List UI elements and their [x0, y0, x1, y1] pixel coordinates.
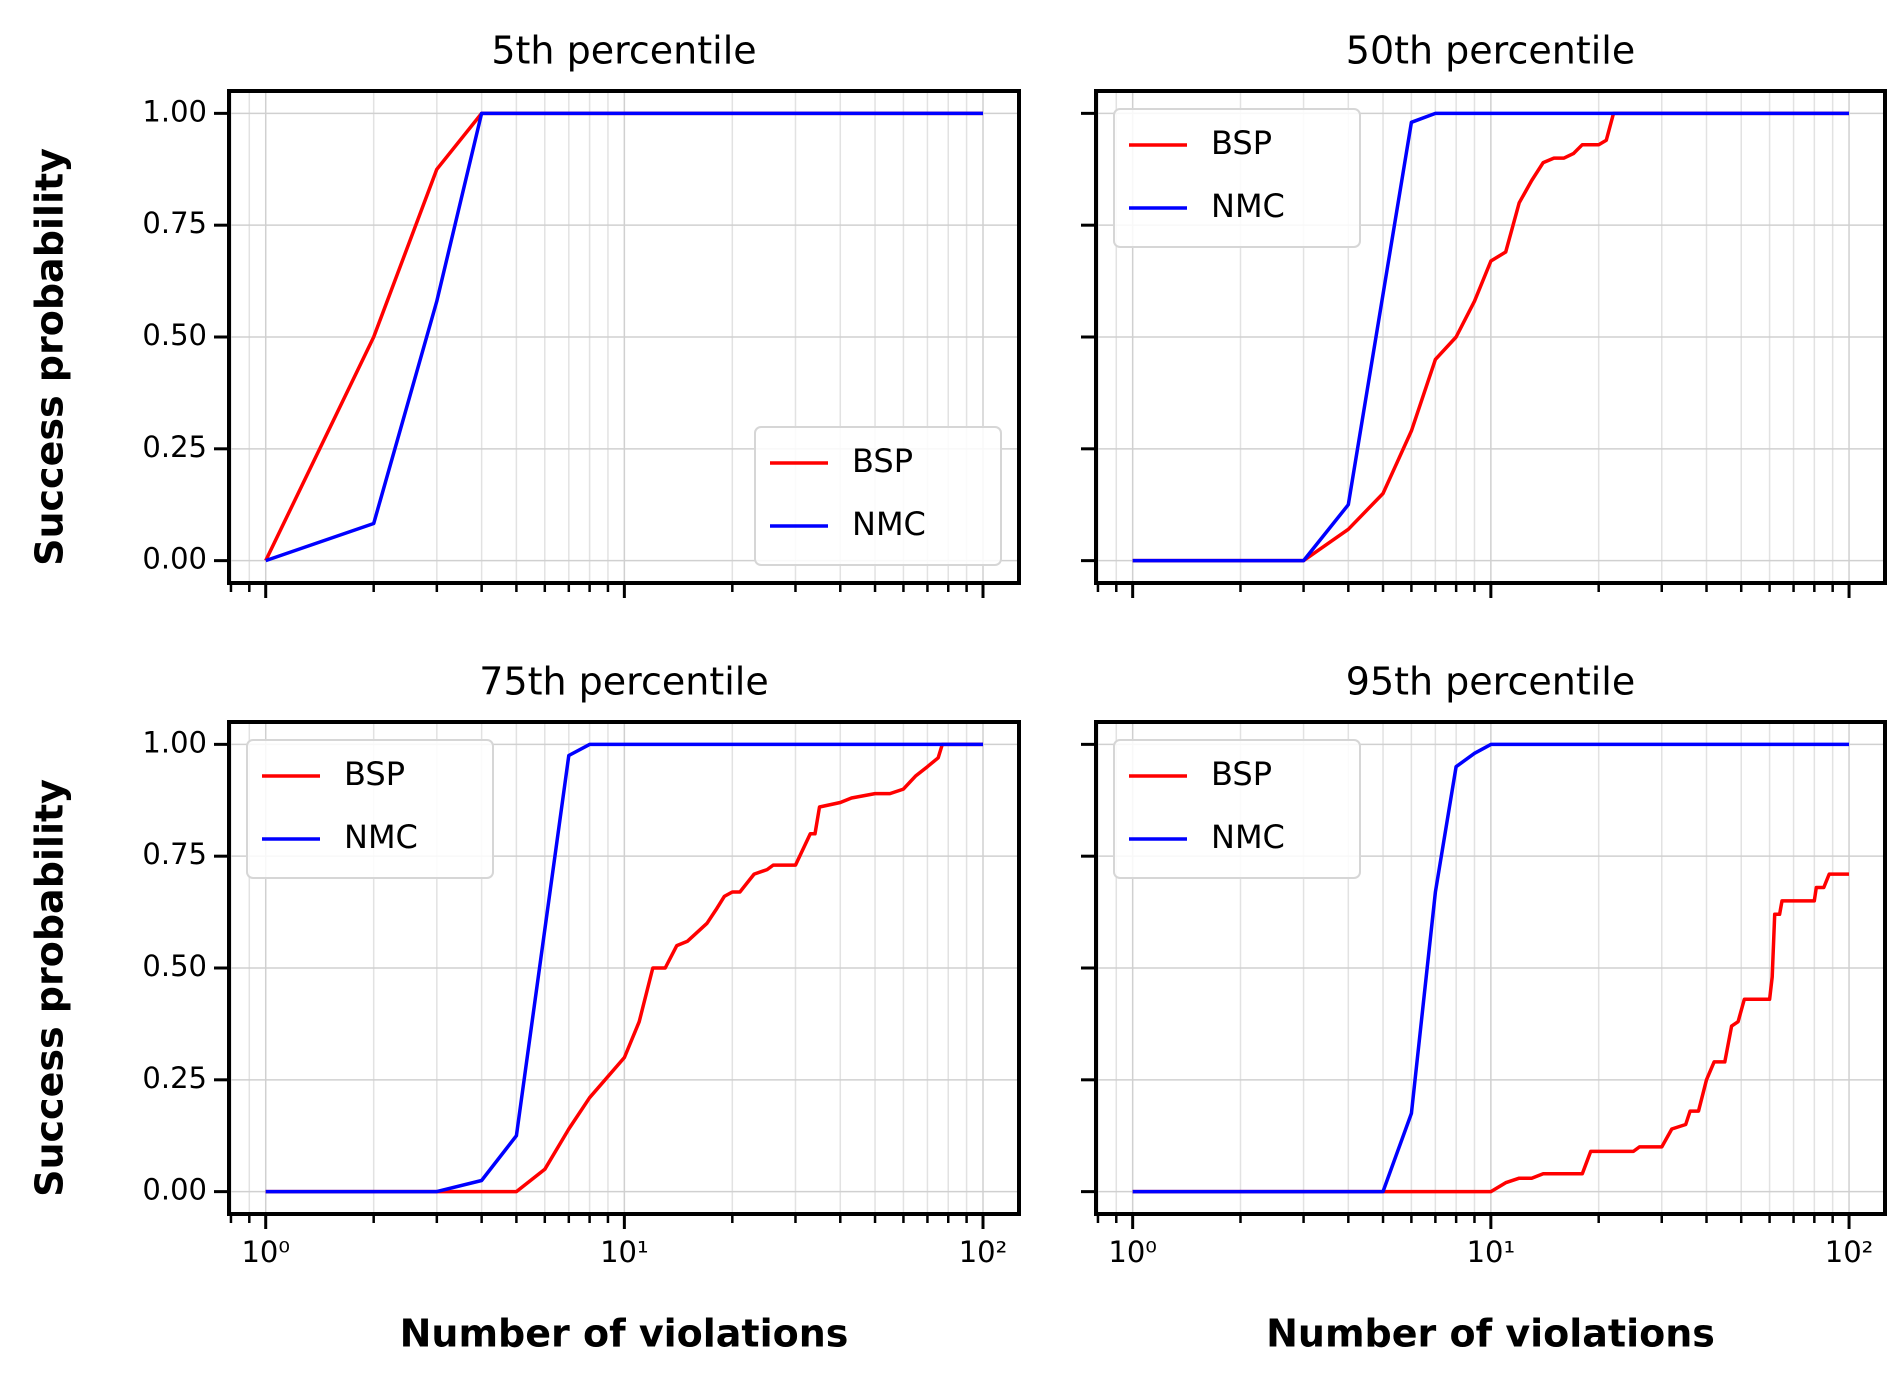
x-tick-label: 10¹ — [600, 1235, 649, 1269]
x-tick-label: 10² — [959, 1235, 1008, 1269]
subplot: 10⁰ 10¹ 10² 0.00 0.25 0.50 0.75 1.00 75th percen… — [28, 660, 1021, 1356]
legend-label: BSP — [852, 442, 913, 480]
legend-label: BSP — [344, 755, 405, 793]
subplot: 10⁰ 10¹ 10² 95th percentile Number of violat… — [1081, 660, 1887, 1356]
axes-frame — [1094, 720, 1887, 1216]
series-line — [1132, 742, 1849, 1194]
subplot-title: 5th percentile — [491, 29, 756, 73]
y-axis-label: Success probability — [28, 148, 72, 566]
x-axis-label: Number of violations — [400, 1312, 849, 1356]
axes-frame — [1094, 89, 1887, 585]
x-tick-label: 10² — [1825, 1235, 1874, 1269]
subplot-title: 95th percentile — [1346, 660, 1635, 704]
subplot-title: 75th percentile — [479, 660, 768, 704]
series-line — [265, 742, 983, 1194]
x-tick-label: 10⁰ — [241, 1235, 290, 1269]
legend: BSP NMC — [246, 739, 494, 879]
subplot: 0.00 0.25 0.50 0.75 1.00 5th percentile Succes… — [28, 29, 1021, 598]
legend-label: NMC — [852, 505, 926, 543]
y-tick-label: 0.00 — [142, 1173, 207, 1207]
subplot-title: 50th percentile — [1346, 29, 1635, 73]
x-tick-label: 10¹ — [1467, 1235, 1516, 1269]
y-tick-label: 0.50 — [142, 318, 207, 352]
legend-label: NMC — [344, 818, 418, 856]
series-line — [1132, 872, 1849, 1194]
legend: BSP NMC — [1113, 739, 1361, 879]
y-tick-label: 0.25 — [142, 1061, 207, 1095]
y-tick-label: 0.75 — [142, 837, 207, 871]
y-tick-label: 0.25 — [142, 430, 207, 464]
y-tick-label: 0.75 — [142, 206, 207, 240]
legend-label: BSP — [1211, 755, 1272, 793]
series-line — [265, 111, 983, 563]
legend-label: BSP — [1211, 124, 1272, 162]
x-axis-label: Number of violations — [1266, 1312, 1715, 1356]
y-axis-label: Success probability — [28, 779, 72, 1197]
axes-frame — [227, 89, 1021, 585]
legend: BSP NMC — [1113, 108, 1361, 248]
series-line — [265, 742, 983, 1194]
y-tick-label: 1.00 — [142, 725, 207, 759]
legend-label: NMC — [1211, 187, 1285, 225]
x-tick-label: 10⁰ — [1108, 1235, 1157, 1269]
series-line — [1132, 111, 1849, 563]
legend-label: NMC — [1211, 818, 1285, 856]
y-tick-label: 1.00 — [142, 94, 207, 128]
subplot: 50th percentile BSP NMC — [1081, 29, 1887, 598]
series-line — [1132, 111, 1849, 563]
y-tick-label: 0.00 — [142, 542, 207, 576]
axes-frame — [227, 720, 1021, 1216]
legend: BSP NMC — [754, 426, 1002, 566]
y-tick-label: 0.50 — [142, 949, 207, 983]
